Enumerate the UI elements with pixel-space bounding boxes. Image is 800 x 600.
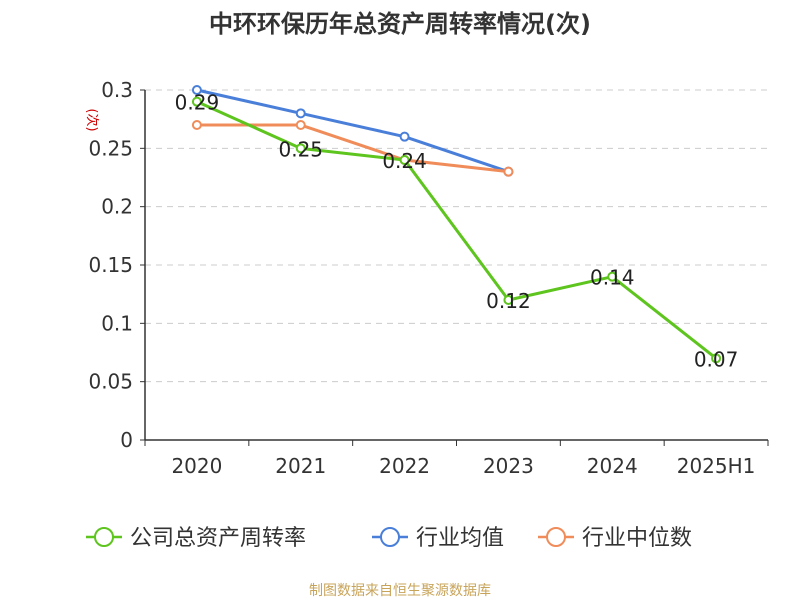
y-axis-ticks: 0 0.05 0.1 0.15 0.2 0.25 0.3: [88, 78, 145, 452]
legend-label: 行业中位数: [582, 526, 692, 551]
y-tick-label: 0.25: [88, 136, 133, 160]
data-label: 0.07: [694, 347, 739, 371]
data-point: [711, 353, 722, 364]
x-tick-label: 2023: [483, 454, 534, 478]
data-point: [191, 120, 202, 130]
legend-swatch-marker: [546, 527, 566, 547]
data-label: 0.29: [175, 91, 220, 115]
data-label: 0.25: [278, 137, 323, 161]
data-labels: 0.29 0.25 0.24 0.12 0.14 0.07: [175, 91, 739, 372]
data-point: [191, 85, 202, 95]
x-tick-label: 2025H1: [677, 454, 756, 478]
y-tick-label: 0.05: [88, 370, 133, 394]
data-point: [503, 295, 514, 305]
data-point: [399, 155, 410, 165]
source-note: 制图数据来自恒生聚源数据库: [309, 583, 491, 599]
data-point: [399, 131, 410, 142]
series-group: [191, 85, 722, 364]
data-point: [295, 108, 306, 119]
series-line: [196, 123, 509, 174]
legend-swatch-marker: [94, 527, 114, 547]
x-tick-label: 2020: [171, 454, 222, 478]
x-tick-label: 2021: [275, 454, 326, 478]
y-tick-label: 0.1: [101, 311, 133, 335]
y-tick-label: 0.2: [101, 195, 133, 219]
series-line: [196, 100, 718, 360]
y-tick-label: 0.15: [88, 253, 133, 277]
y-tick-label: 0.3: [101, 78, 133, 102]
y-axis-unit-label: (次): [84, 108, 100, 131]
y-tick-label: 0: [120, 428, 133, 452]
x-tick-label: 2022: [379, 454, 430, 478]
legend-label: 公司总资产周转率: [130, 526, 306, 551]
legend-label: 行业均值: [416, 526, 504, 551]
data-point: [295, 120, 306, 130]
data-label: 0.24: [382, 149, 427, 173]
chart-title: 中环环保历年总资产周转率情况(次): [209, 10, 591, 38]
data-point: [503, 166, 514, 177]
x-tick-label: 2024: [587, 454, 638, 478]
series-line: [196, 88, 509, 174]
legend-swatch-marker: [380, 527, 400, 547]
legend: 公司总资产周转率 行业均值 行业中位数: [86, 526, 692, 551]
gridlines: [145, 89, 768, 383]
data-label: 0.12: [486, 289, 531, 313]
data-point: [295, 143, 306, 154]
data-label: 0.14: [590, 266, 635, 290]
data-point: [607, 271, 618, 282]
data-point: [191, 96, 202, 107]
x-axis-ticks: 2020 2021 2022 2023 2024 2025H1: [144, 440, 769, 478]
